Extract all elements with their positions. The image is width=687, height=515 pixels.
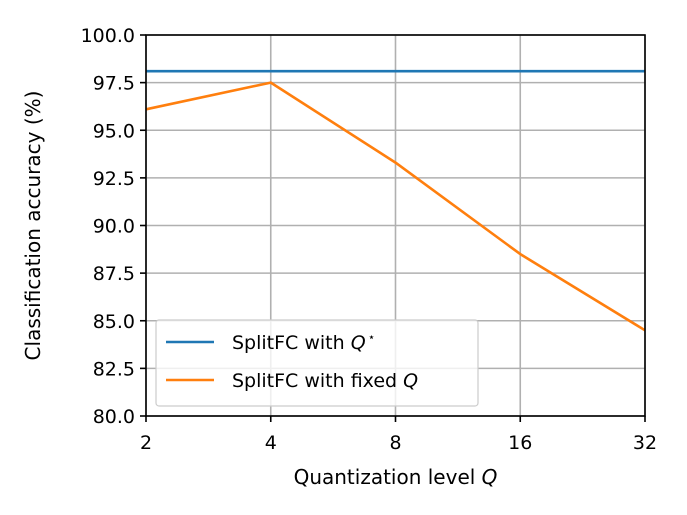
x-axis-label: Quantization level Q xyxy=(294,465,498,489)
x-tick-label: 32 xyxy=(633,432,657,454)
series-layer xyxy=(145,69,646,332)
y-tick-label: 100.0 xyxy=(81,25,135,47)
legend-label-1: SplitFC with Q ⋆ xyxy=(232,330,375,354)
y-tick-label: 92.5 xyxy=(93,168,135,190)
y-tick-label: 97.5 xyxy=(93,73,135,95)
y-tick-label: 85.0 xyxy=(93,311,135,333)
y-tick-label: 82.5 xyxy=(93,358,135,380)
legend-label-2: SplitFC with fixed Q xyxy=(232,370,418,392)
y-tick-label: 95.0 xyxy=(93,120,135,142)
y-tick-label: 87.5 xyxy=(93,263,135,285)
y-axis-label: Classification accuracy (%) xyxy=(21,91,45,361)
series-line-2 xyxy=(145,81,646,332)
x-tick-label: 2 xyxy=(140,432,152,454)
x-tick-label: 16 xyxy=(508,432,532,454)
axis-ticks: 2 4 8 16 32 80.0 82.5 85.0 87.5 90.0 92.5 95.0 97.5 1… xyxy=(81,25,658,454)
y-tick-label: 90.0 xyxy=(93,216,135,238)
x-tick-label: 4 xyxy=(265,432,277,454)
x-tick-label: 8 xyxy=(389,432,401,454)
legend-box xyxy=(155,319,479,407)
y-tick-label: 80.0 xyxy=(93,406,135,428)
legend: SplitFC with Q ⋆ SplitFC with fixed Q xyxy=(155,319,479,407)
